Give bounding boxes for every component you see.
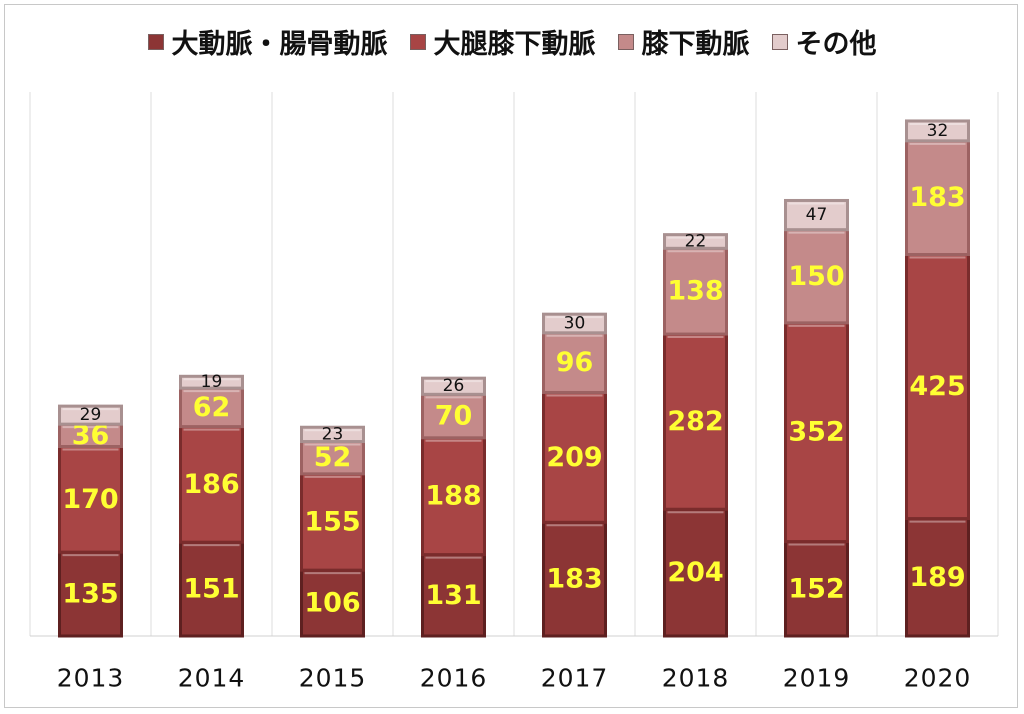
bar-segment (663, 233, 728, 250)
data-label: 26 (443, 376, 465, 396)
bar-segment (300, 472, 365, 572)
data-label: 29 (80, 405, 102, 425)
bar-segment (421, 436, 486, 557)
x-tick-label: 2020 (904, 664, 972, 693)
data-label: 189 (909, 562, 965, 593)
data-label: 155 (304, 506, 360, 537)
bar-segment (784, 198, 849, 232)
x-tick-label: 2016 (420, 664, 488, 693)
bar-segment (421, 376, 486, 396)
bar-segment (300, 568, 365, 638)
bar-segment (784, 321, 849, 544)
legend-label-femoropopliteal: 大腿膝下動脈 (433, 29, 596, 60)
data-label: 62 (193, 392, 231, 423)
legend-item-aorta-iliac: 大動脈・腸骨動脈 (147, 22, 388, 61)
bar-segment (179, 374, 244, 390)
x-tick-label: 2014 (178, 664, 246, 693)
bar-segment (421, 553, 486, 638)
data-label: 47 (806, 205, 828, 225)
bar-segment (905, 139, 970, 257)
legend-swatch-aorta-iliac (147, 33, 164, 50)
bar-segment (300, 425, 365, 444)
data-label: 23 (322, 424, 344, 444)
data-label: 204 (667, 557, 723, 588)
data-label: 152 (788, 573, 844, 604)
bar-segment (421, 392, 486, 440)
data-label: 188 (425, 481, 481, 512)
legend-item-femoropopliteal: 大腿膝下動脈 (409, 22, 596, 61)
x-tick-label: 2017 (541, 664, 609, 693)
legend-label-aorta-iliac: 大動脈・腸骨動脈 (171, 29, 388, 60)
data-label: 170 (62, 484, 118, 515)
bar-segment (179, 386, 244, 429)
data-label: 52 (314, 442, 352, 473)
data-label: 186 (183, 469, 239, 500)
data-label: 135 (62, 579, 118, 610)
bar-segment (663, 507, 728, 638)
bar-segment (542, 390, 607, 524)
bar-segment (784, 228, 849, 325)
legend: 大動脈・腸骨動脈 大腿膝下動脈 膝下動脈 その他 (0, 22, 1024, 61)
legend-item-below-knee: 膝下動脈 (617, 22, 750, 61)
data-label: 151 (183, 574, 239, 605)
legend-item-other: その他 (771, 22, 877, 61)
bar-segment (542, 331, 607, 394)
data-label: 30 (564, 313, 586, 333)
data-label: 183 (546, 564, 602, 595)
legend-swatch-other (771, 33, 788, 50)
bar-segment (905, 119, 970, 143)
bar-segment (300, 440, 365, 476)
data-label: 425 (909, 371, 965, 402)
bar-segment (179, 425, 244, 544)
legend-swatch-femoropopliteal (409, 33, 426, 50)
data-label: 96 (556, 347, 594, 378)
x-tick-label: 2018 (662, 664, 730, 693)
x-tick-label: 2013 (57, 664, 125, 693)
data-label: 19 (201, 372, 223, 392)
bar-segment (58, 404, 123, 426)
legend-label-below-knee: 膝下動脈 (641, 29, 750, 60)
data-label: 183 (909, 182, 965, 213)
data-label: 131 (425, 580, 481, 611)
x-tick-label: 2015 (299, 664, 367, 693)
data-label: 138 (667, 276, 723, 307)
bar-segment (663, 246, 728, 336)
bar-segment (905, 517, 970, 638)
legend-label-other: その他 (795, 29, 877, 60)
bar-segment (179, 540, 244, 638)
bar-segment (663, 332, 728, 511)
data-label: 209 (546, 442, 602, 473)
x-tick-label: 2019 (783, 664, 851, 693)
bar-segment (58, 550, 123, 638)
chart-frame (4, 4, 1018, 708)
data-label: 106 (304, 588, 360, 619)
data-label: 352 (788, 417, 844, 448)
bar-segment (905, 253, 970, 521)
data-label: 70 (435, 401, 473, 432)
data-label: 22 (685, 231, 707, 251)
data-label: 32 (927, 121, 949, 141)
data-label: 282 (667, 406, 723, 437)
legend-swatch-below-knee (617, 33, 634, 50)
bar-segment (784, 540, 849, 638)
bar-segment (542, 312, 607, 335)
data-label: 150 (788, 261, 844, 292)
